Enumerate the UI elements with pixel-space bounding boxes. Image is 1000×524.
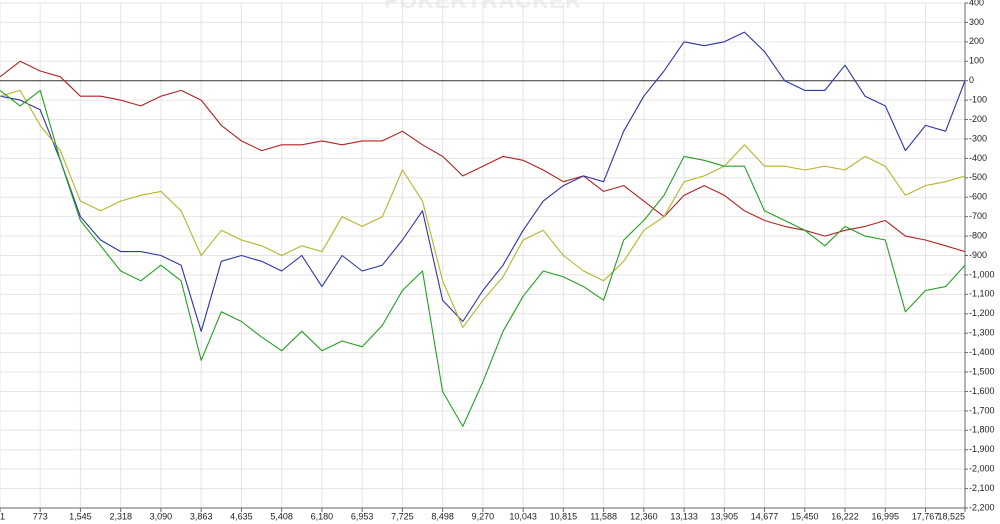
series-line: [0, 89, 966, 328]
y-tick-label: -1,600: [969, 386, 995, 396]
y-tick-label: -600: [969, 192, 987, 202]
x-tick-label: 5,408: [270, 511, 293, 521]
y-tick-label: 100: [969, 56, 984, 66]
x-tick-label: 11,588: [590, 511, 617, 521]
x-tick-label: 9,270: [472, 511, 495, 521]
y-tick-label: -2,100: [969, 483, 995, 493]
series-line: [0, 89, 966, 427]
y-tick-label: -1,100: [969, 289, 995, 299]
x-tick-label: 3,090: [150, 511, 173, 521]
x-tick-label: 13,133: [670, 511, 698, 521]
x-tick-label: 6,953: [351, 511, 374, 521]
y-tick-label: 200: [969, 36, 984, 46]
x-tick-label: 14,677: [751, 511, 779, 521]
y-tick-label: -2,000: [969, 464, 995, 474]
y-tick-label: -1,400: [969, 347, 995, 357]
y-tick-label: -1,300: [969, 328, 995, 338]
x-tick-label: 16,995: [872, 511, 900, 521]
x-tick-label: 10,815: [550, 511, 578, 521]
y-tick-label: -1,700: [969, 405, 995, 415]
x-tick-label: 12,360: [630, 511, 658, 521]
x-tick-label: 7,725: [391, 511, 414, 521]
y-tick-label: -400: [969, 153, 987, 163]
y-tick-label: -800: [969, 230, 987, 240]
x-tick-label: 15,450: [791, 511, 819, 521]
y-tick-label: 400: [969, 0, 984, 7]
y-tick-label: -2,200: [969, 502, 995, 512]
y-tick-label: -1,000: [969, 269, 995, 279]
y-tick-label: -300: [969, 133, 987, 143]
series-line: [0, 31, 966, 332]
y-tick-label: -1,800: [969, 425, 995, 435]
x-tick-label: 16,222: [831, 511, 859, 521]
x-tick-label: 13,905: [711, 511, 739, 521]
x-tick-label: 4,635: [230, 511, 253, 521]
y-tick-label: -1,500: [969, 366, 995, 376]
y-tick-label: -100: [969, 94, 987, 104]
y-tick-label: -900: [969, 250, 987, 260]
y-tick-label: -200: [969, 114, 987, 124]
y-tick-label: -1,900: [969, 444, 995, 454]
x-tick-label: 1: [0, 511, 5, 521]
x-tick-label: 3,863: [190, 511, 213, 521]
x-tick-label: 17,767: [912, 511, 940, 521]
x-tick-label: 10,043: [509, 511, 537, 521]
x-tick-label: 18,525: [937, 511, 965, 521]
x-tick-label: 2,318: [109, 511, 132, 521]
y-tick-label: -500: [969, 172, 987, 182]
x-tick-label: 773: [33, 511, 48, 521]
x-tick-label: 1,545: [69, 511, 92, 521]
x-tick-label: 8,498: [431, 511, 454, 521]
y-tick-label: -700: [969, 211, 987, 221]
x-tick-label: 6,180: [311, 511, 334, 521]
y-tick-label: -1,200: [969, 308, 995, 318]
y-tick-label: 0: [969, 75, 974, 85]
y-tick-label: 300: [969, 17, 984, 27]
